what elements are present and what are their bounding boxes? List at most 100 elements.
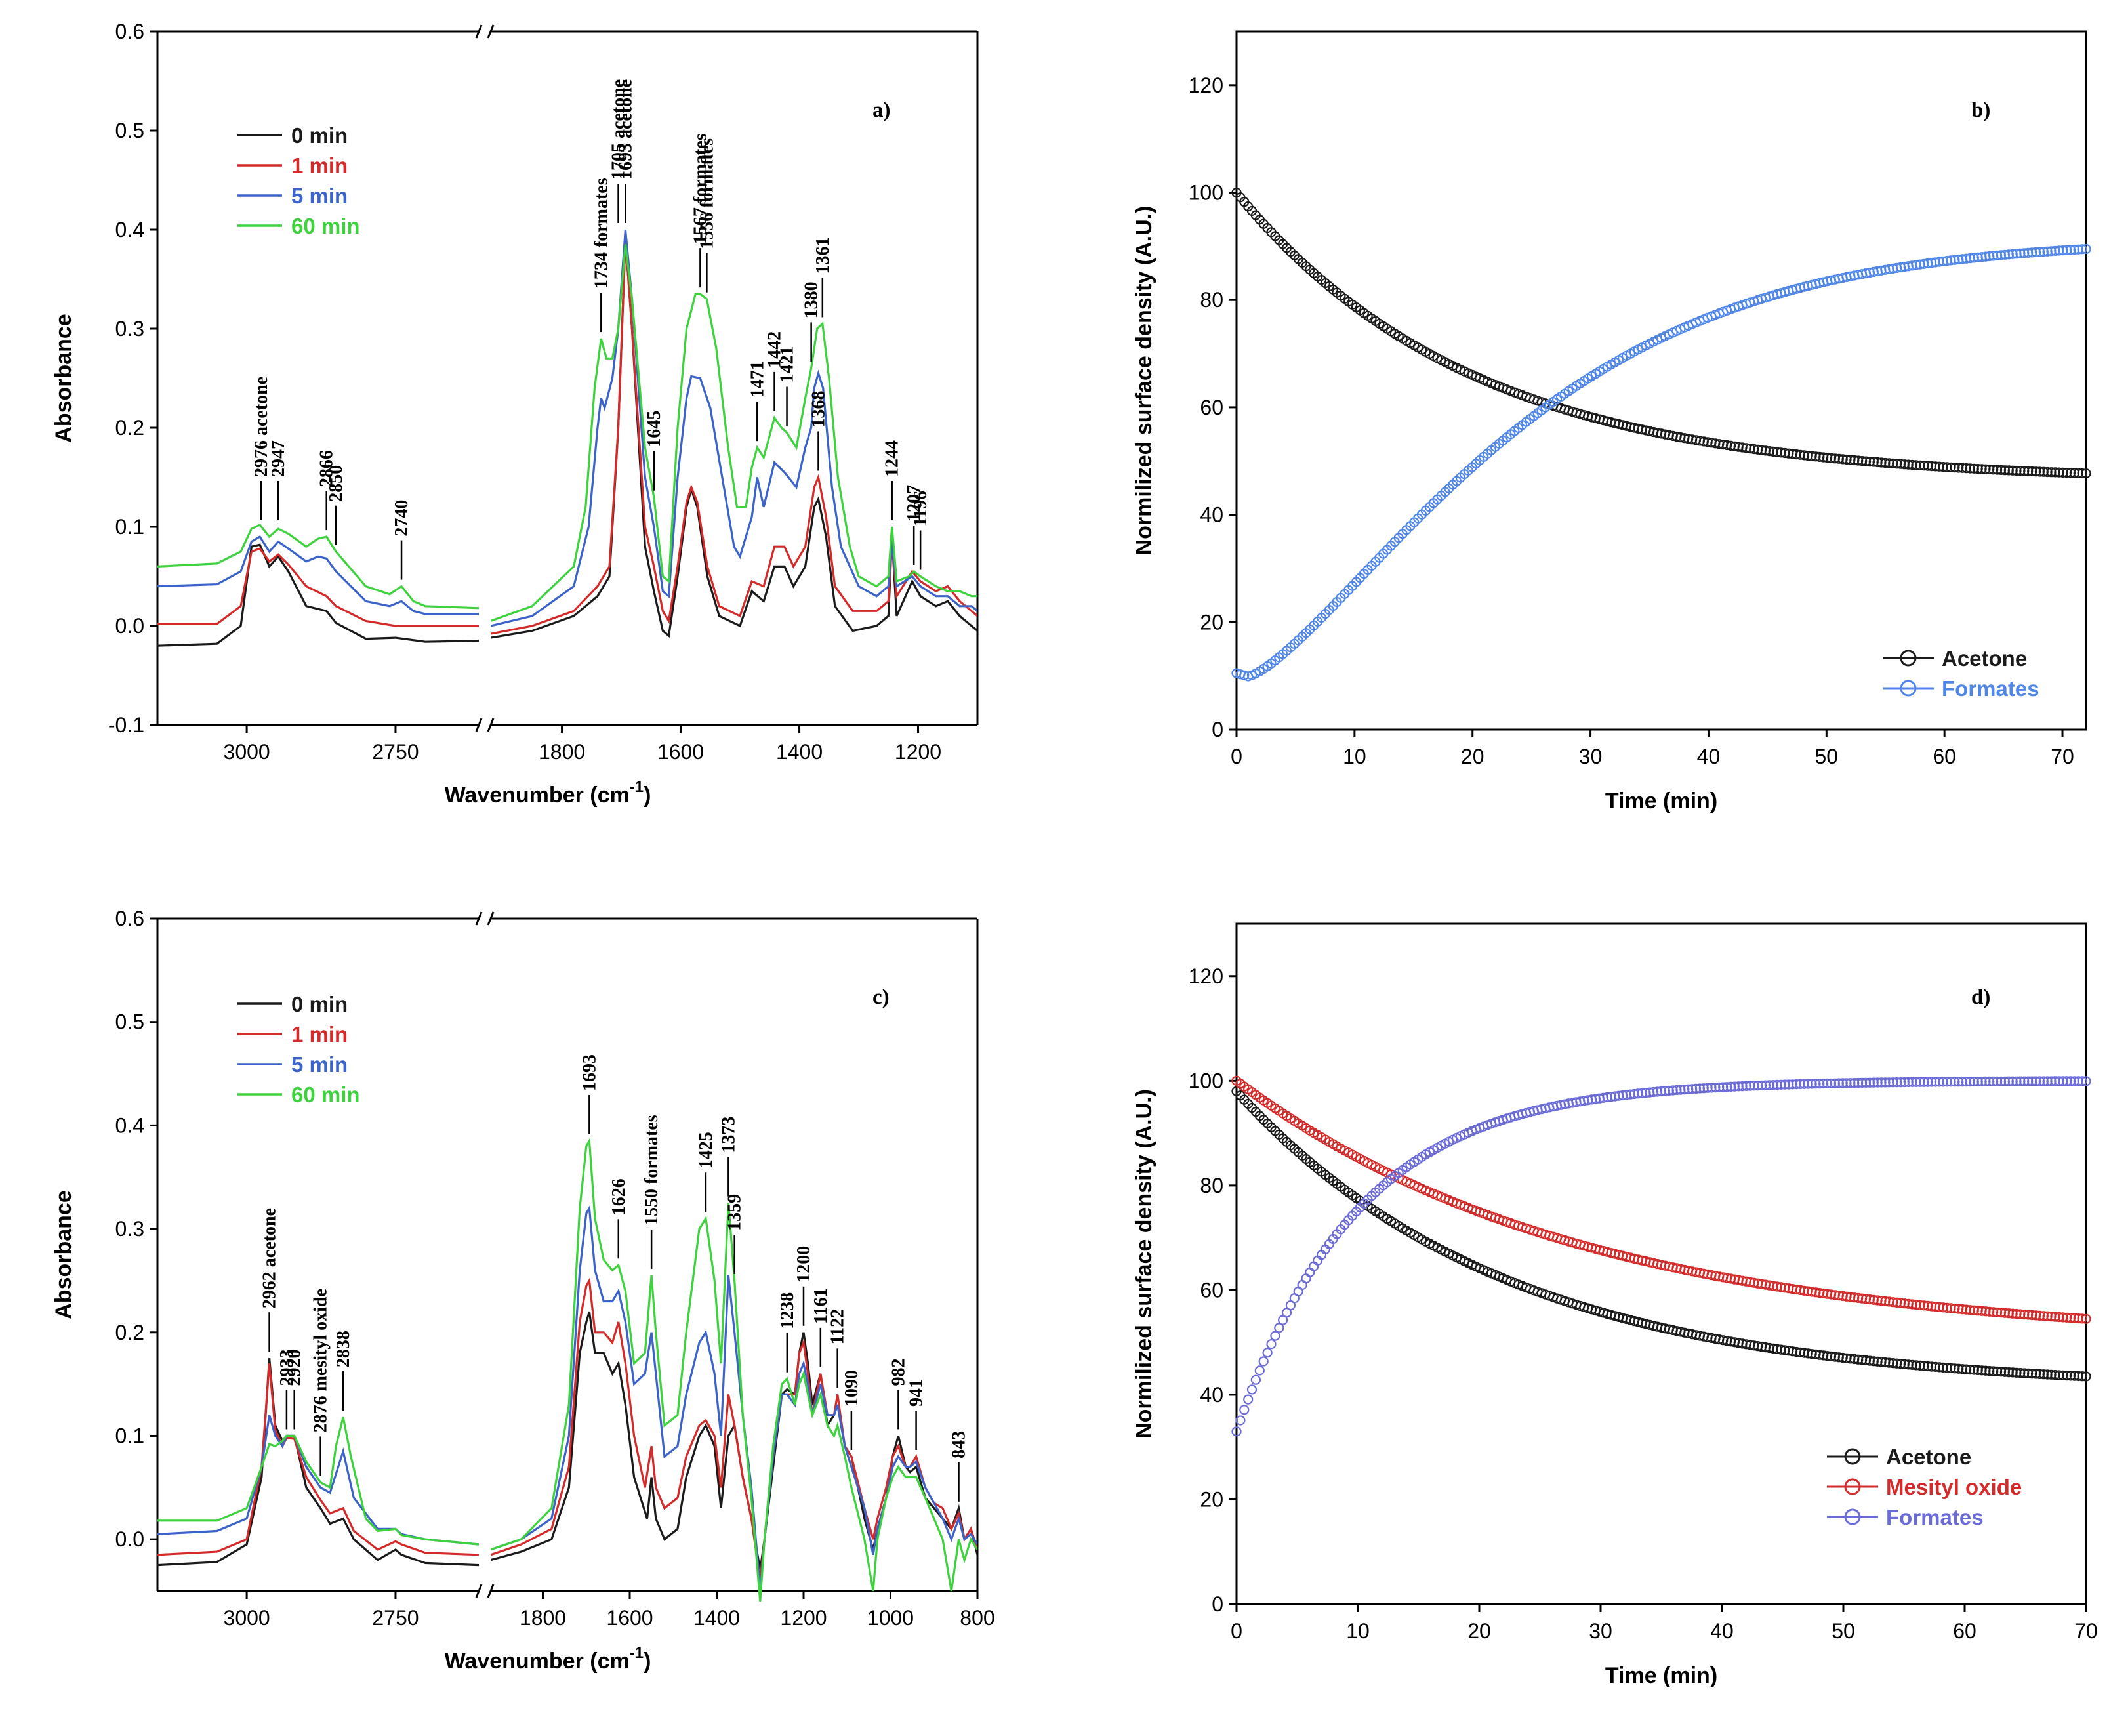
series-acetone-point xyxy=(1857,455,1868,466)
series-formates-point xyxy=(1266,1339,1277,1350)
series-formates-point xyxy=(2003,249,2014,260)
series-acetone-point xyxy=(1807,1349,1817,1359)
series-acetone-point xyxy=(1954,1363,1964,1374)
x-tick-label: 50 xyxy=(1815,745,1839,768)
series-0-min-left-line xyxy=(157,543,479,647)
series-60-min-right-line xyxy=(491,244,977,623)
x-tick-label: 1000 xyxy=(867,1606,914,1630)
series-acetone-point xyxy=(1976,1365,1987,1376)
annotation-label: 2740 xyxy=(392,500,412,537)
series-acetone-point xyxy=(1845,455,1856,465)
series-formates-point xyxy=(2003,1076,2014,1086)
annotation-label: 1090 xyxy=(842,1370,862,1407)
series-acetone-point xyxy=(1807,451,1817,461)
series-acetone-point xyxy=(1938,1362,1948,1373)
x-tick-label: 20 xyxy=(1467,1619,1491,1643)
series-formates-point xyxy=(1675,1085,1686,1095)
series-acetone-point xyxy=(2034,1369,2045,1379)
x-tick-label: 70 xyxy=(2074,1619,2098,1643)
axis-break-mark xyxy=(487,718,495,732)
legend-label: 1 min xyxy=(291,154,348,178)
series-formates-point xyxy=(2050,245,2060,256)
series-formates-point xyxy=(2023,247,2034,258)
axis-break-mark xyxy=(487,24,495,39)
y-axis-label: Normilized surface density (A.U.) xyxy=(1132,1089,1157,1439)
series-acetone-point xyxy=(1903,1359,1914,1370)
annotation-label: 1705 acetone xyxy=(609,79,629,180)
annotation-label: 1556 formates xyxy=(697,138,717,249)
series-formates-point xyxy=(1791,1079,1802,1090)
y-tick-label: 60 xyxy=(1200,1278,1223,1302)
series-formates-point xyxy=(2023,1076,2034,1086)
x-tick-label: 2750 xyxy=(372,1606,419,1630)
series-acetone-point xyxy=(1992,1366,2003,1376)
series-acetone-point xyxy=(1911,460,1921,470)
series-formates-point xyxy=(2081,1076,2091,1086)
series-formates-point xyxy=(2069,244,2079,255)
x-axis-label-main: Wavenumber (cm xyxy=(445,783,630,808)
x-tick-label: 1200 xyxy=(895,740,941,764)
series-acetone-point xyxy=(1860,456,1872,466)
legend-label: Mesityl oxide xyxy=(1886,1475,2022,1499)
x-tick-label: 40 xyxy=(1697,745,1721,768)
y-tick-label: 20 xyxy=(1200,610,1223,634)
series-formates-point xyxy=(1950,1077,1960,1087)
y-tick-label: 0.0 xyxy=(115,614,144,638)
series-formates-point xyxy=(2038,247,2049,257)
series-60-min-left-line xyxy=(157,524,479,610)
series-acetone-point xyxy=(1872,457,1883,468)
series-mesityl-oxide-point xyxy=(2077,1313,2087,1324)
series-formates-point xyxy=(1853,1077,1864,1088)
annotation-label: 1471 xyxy=(747,361,768,398)
series-formates-point xyxy=(1849,1077,1860,1088)
series-mesityl-oxide-point xyxy=(1954,1304,1964,1314)
legend-label: Acetone xyxy=(1942,646,2027,671)
series-formates-point xyxy=(1841,1078,1852,1088)
series-acetone-point xyxy=(2011,1367,2022,1378)
y-tick-label: 0 xyxy=(1212,1592,1223,1616)
series-mesityl-oxide-point xyxy=(1923,1300,1933,1312)
annotation-label: 1207 xyxy=(904,485,924,522)
series-formates-point xyxy=(1668,1085,1678,1096)
series-formates-point xyxy=(1258,1356,1269,1367)
series-acetone-point xyxy=(1833,453,1844,464)
series-formates-point xyxy=(1814,1079,1825,1089)
series-mesityl-oxide-point xyxy=(1988,1307,1999,1317)
panel-label: b) xyxy=(1971,98,1990,122)
series-mesityl-oxide-point xyxy=(2034,1310,2045,1321)
x-tick-label: 30 xyxy=(1589,1619,1612,1643)
series-formates-point xyxy=(1756,1080,1767,1091)
series-acetone-point xyxy=(1811,1349,1821,1359)
series-formates-point xyxy=(2027,247,2037,258)
legend-label: Acetone xyxy=(1886,1445,1971,1469)
series-5-min-right-line xyxy=(491,1205,977,1592)
series-acetone-point xyxy=(1864,1355,1875,1366)
series-acetone-point xyxy=(2054,467,2064,478)
axis-break-mark xyxy=(475,911,483,926)
series-acetone-point xyxy=(2081,1371,2091,1382)
series-acetone-point xyxy=(2034,466,2045,477)
series-acetone-point xyxy=(2046,1369,2057,1380)
series-mesityl-oxide-point xyxy=(1892,1297,1902,1308)
series-formates-point xyxy=(1845,1078,1856,1088)
series-mesityl-oxide-point xyxy=(2030,1310,2041,1321)
legend-label: 60 min xyxy=(291,1083,360,1107)
series-formates-point xyxy=(2069,1076,2079,1086)
series-formates-point xyxy=(1671,1085,1682,1096)
series-acetone-point xyxy=(2073,468,2083,478)
annotation-label: 2876 mesityl oxide xyxy=(311,1289,331,1432)
series-formates-point xyxy=(1934,1077,1944,1087)
annotation-label: 1373 xyxy=(718,1117,739,1153)
x-axis-label-sup: -1 xyxy=(630,778,644,796)
series-formates-point xyxy=(1614,1090,1624,1101)
series-formates-point xyxy=(1919,1077,1929,1087)
series-acetone-point xyxy=(2062,1371,2072,1381)
x-axis-label: Time (min) xyxy=(1605,789,1717,814)
series-formates-point xyxy=(1860,1077,1872,1088)
series-formates-point xyxy=(2073,244,2083,255)
x-tick-label: 0 xyxy=(1231,745,1242,768)
series-60-min-left-line xyxy=(157,1416,479,1546)
series-acetone-point xyxy=(1984,1366,1995,1376)
series-acetone-point xyxy=(1811,451,1821,462)
